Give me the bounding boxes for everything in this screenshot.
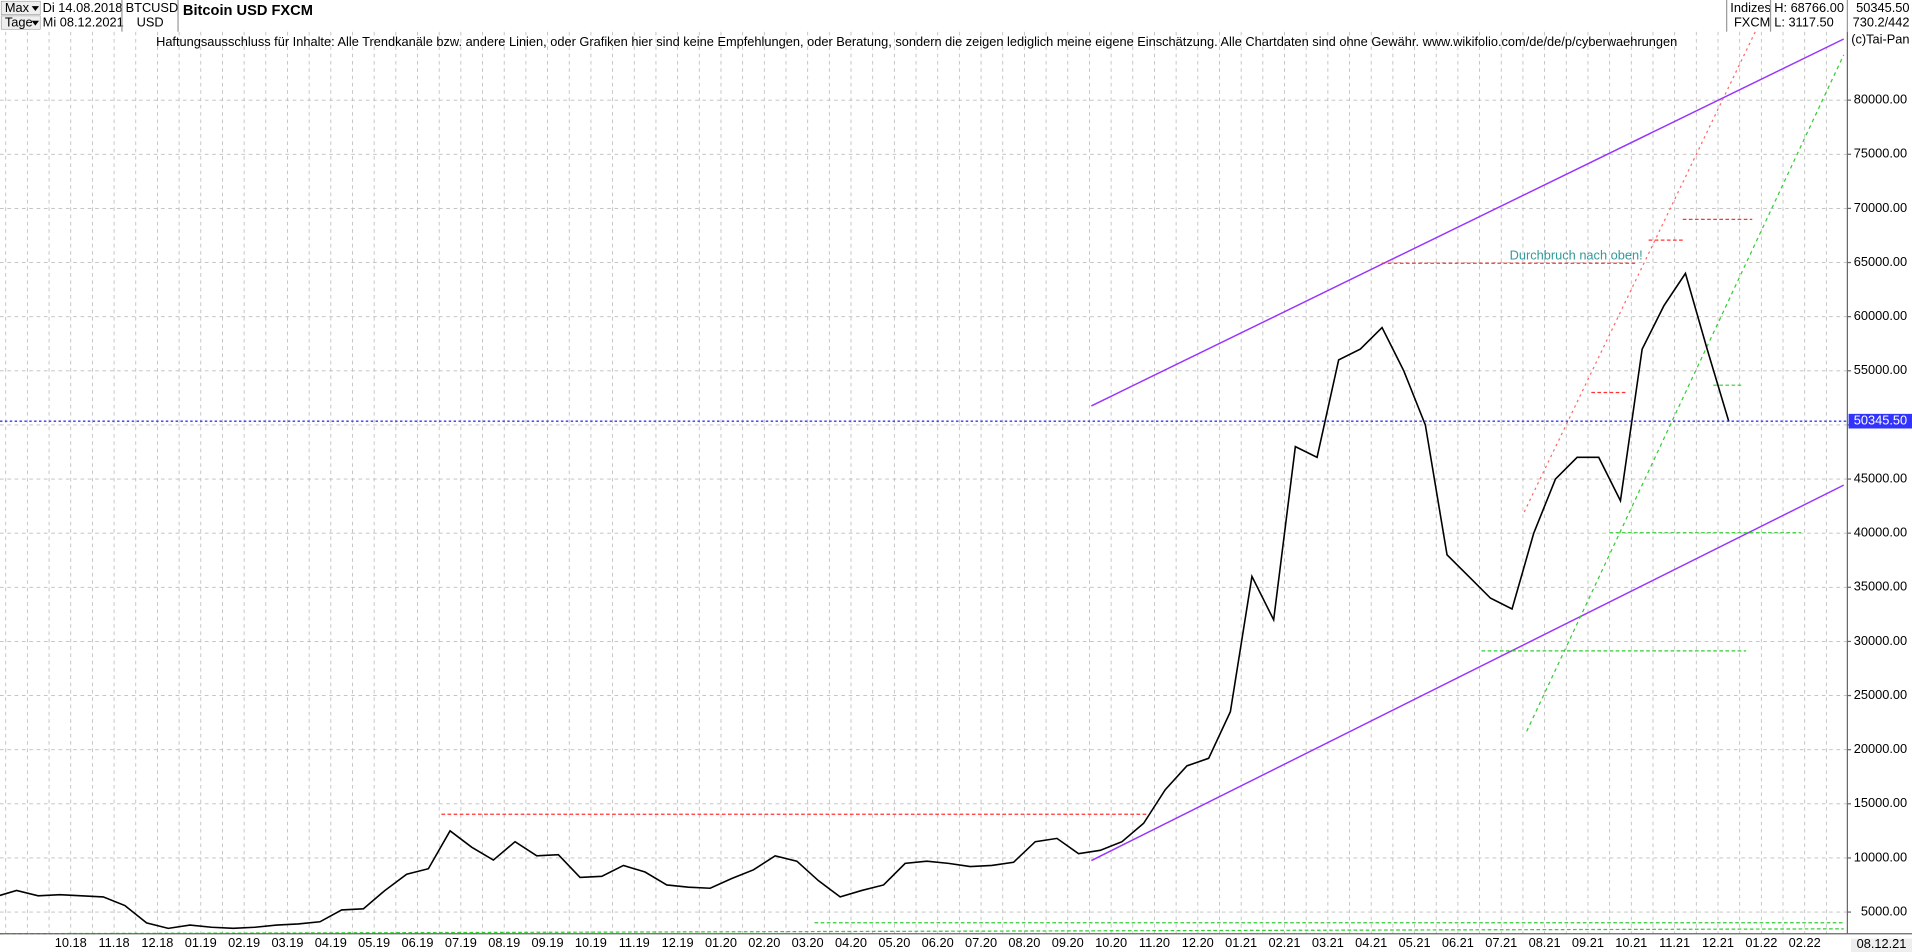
plot bbox=[0, 271, 1848, 930]
x-tick-label: 12.19 bbox=[662, 935, 694, 950]
low: L: 3117.50 bbox=[1774, 15, 1834, 30]
x-tick-label: 09.19 bbox=[532, 935, 564, 950]
y-tick-label: 40000.00 bbox=[1854, 525, 1907, 540]
x-tick-label: 11.20 bbox=[1139, 935, 1170, 950]
last-date: 08.12.21 bbox=[1857, 936, 1907, 951]
x-tick-label: 02.21 bbox=[1268, 935, 1300, 950]
x-tick-label: 03.20 bbox=[792, 935, 824, 950]
x-tick-label: 08.20 bbox=[1008, 935, 1040, 950]
date-box bbox=[1851, 938, 1912, 952]
y-tick-label: 80000.00 bbox=[1854, 92, 1907, 107]
last-price: 50345.50 bbox=[1856, 0, 1909, 15]
x-tick-label: 02.22 bbox=[1789, 935, 1821, 950]
x-tick-label: 07.19 bbox=[445, 935, 477, 950]
group: Indizes bbox=[1730, 0, 1771, 15]
x-tick-label: 06.21 bbox=[1442, 935, 1474, 950]
copyright: (c)Tai-Pan bbox=[1851, 32, 1909, 47]
x-tick-label: 06.20 bbox=[922, 935, 954, 950]
grid bbox=[0, 31, 1848, 934]
dropdown-icon bbox=[31, 6, 40, 11]
x-tick-label: 10.19 bbox=[575, 935, 607, 950]
dropdown-icon bbox=[31, 20, 40, 26]
support-line bbox=[0, 928, 1844, 935]
x-tick-label: 12.20 bbox=[1182, 935, 1214, 950]
info: 730.2/442 bbox=[1853, 15, 1910, 30]
disclaimer: Haftungsausschluss für Inhalte: Alle Tre… bbox=[156, 34, 1677, 49]
interval[interactable]: Tage bbox=[5, 15, 33, 30]
x-tick-label: 12.21 bbox=[1702, 935, 1734, 950]
x-tick-label: 10.18 bbox=[55, 935, 87, 950]
price-line bbox=[0, 271, 1730, 930]
range-button[interactable] bbox=[0, 0, 41, 15]
high: H: 68766.00 bbox=[1774, 0, 1844, 15]
y-tick-label: 60000.00 bbox=[1854, 308, 1907, 323]
chart-title: Bitcoin USD FXCM bbox=[183, 3, 313, 19]
channel-upper bbox=[1091, 38, 1845, 407]
x-tick-label: 02.20 bbox=[748, 935, 780, 950]
y-tick-label: 25000.00 bbox=[1854, 687, 1907, 702]
last-price-label: 50345.50 bbox=[1854, 413, 1907, 428]
trend-line bbox=[1526, 54, 1845, 732]
y-tick-label: 10000.00 bbox=[1854, 849, 1907, 864]
x-tick-label: 05.19 bbox=[358, 935, 390, 950]
interval-button[interactable] bbox=[0, 15, 41, 30]
x-tick-label: 02.19 bbox=[228, 935, 260, 950]
header-bar bbox=[0, 0, 1912, 32]
end-date: Mi 08.12.2021 bbox=[43, 15, 124, 30]
annotation: Durchbruch nach oben! bbox=[1510, 247, 1643, 262]
x-tick-label: 01.21 bbox=[1225, 935, 1257, 950]
x-tick-label: 11.18 bbox=[99, 935, 130, 950]
y-tick-label: 65000.00 bbox=[1854, 254, 1907, 269]
x-tick-label: 08.21 bbox=[1529, 935, 1561, 950]
x-tick-label: 09.20 bbox=[1052, 935, 1084, 950]
x-tick-label: 11.19 bbox=[619, 935, 650, 950]
x-tick-label: 12.18 bbox=[141, 935, 173, 950]
y-tick-label: 30000.00 bbox=[1854, 633, 1907, 648]
x-tick-label: 10.21 bbox=[1615, 935, 1647, 950]
x-tick-label: 03.21 bbox=[1312, 935, 1344, 950]
x-tick-label: 07.20 bbox=[965, 935, 997, 950]
y-tick-label: 5000.00 bbox=[1861, 903, 1907, 918]
x-tick-label: 05.20 bbox=[878, 935, 910, 950]
range[interactable]: Max bbox=[5, 0, 30, 15]
y-tick-label: 55000.00 bbox=[1854, 362, 1907, 377]
last-price-box bbox=[1848, 413, 1912, 429]
y-tick-label: 45000.00 bbox=[1854, 470, 1907, 485]
x-tick-label: 04.19 bbox=[315, 935, 347, 950]
symbol: BTCUSD bbox=[126, 0, 179, 15]
x-tick-label: 11.21 bbox=[1659, 935, 1690, 950]
x-tick-label: 10.20 bbox=[1095, 935, 1127, 950]
y-tick-label: 20000.00 bbox=[1854, 741, 1907, 756]
trend-lines bbox=[0, 30, 1845, 935]
x-tick-label: 03.19 bbox=[271, 935, 303, 950]
trend-line bbox=[1523, 30, 1757, 513]
start-date: Di 14.08.2018 bbox=[43, 0, 123, 15]
y-tick-label: 75000.00 bbox=[1854, 146, 1907, 161]
x-tick-label: 01.19 bbox=[185, 935, 217, 950]
channel-lower bbox=[1091, 484, 1845, 862]
y-tick-label: 35000.00 bbox=[1854, 579, 1907, 594]
x-tick-label: 07.21 bbox=[1485, 935, 1517, 950]
x-tick-label: 04.20 bbox=[835, 935, 867, 950]
x-tick-label: 01.22 bbox=[1745, 935, 1777, 950]
x-tick-label: 06.19 bbox=[401, 935, 433, 950]
y-tick-label: 15000.00 bbox=[1854, 795, 1907, 810]
x-tick-label: 05.21 bbox=[1399, 935, 1431, 950]
x-tick-label: 04.21 bbox=[1355, 935, 1387, 950]
y-tick-label: 70000.00 bbox=[1854, 200, 1907, 215]
x-tick-label: 01.20 bbox=[705, 935, 737, 950]
currency: USD bbox=[137, 15, 164, 30]
x-tick-label: 09.21 bbox=[1572, 935, 1604, 950]
source: FXCM bbox=[1734, 15, 1770, 30]
x-tick-label: 08.19 bbox=[488, 935, 520, 950]
